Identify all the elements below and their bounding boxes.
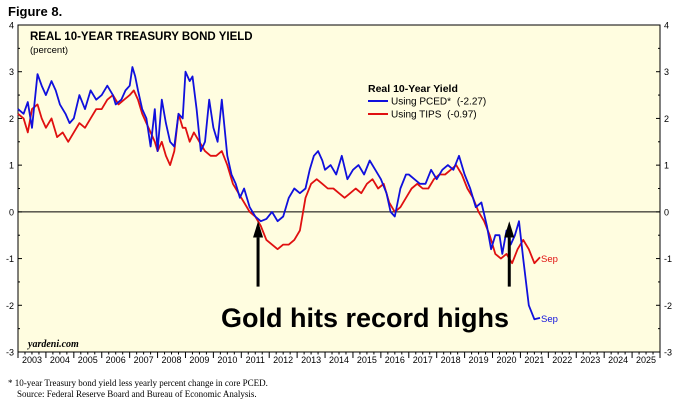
y-tick-label-right: 1 xyxy=(664,161,669,171)
x-tick-label: 2011 xyxy=(246,355,265,365)
x-axis: 2003 2004 2005 2006 2007 2008 2009 2010 2011 2012… xyxy=(17,352,661,365)
annotation-arrows xyxy=(253,221,515,287)
y-tick-label-right: -3 xyxy=(664,348,672,358)
legend-label-pced: Using PCED* xyxy=(391,97,451,108)
annotation-text: Gold hits record highs xyxy=(221,303,509,333)
x-tick-label: 2006 xyxy=(106,355,126,365)
x-tick-label: 2005 xyxy=(78,355,98,365)
y-tick-label-right: -1 xyxy=(664,254,672,264)
y-axis-left: -3 -2 -1 0 1 2 3 4 xyxy=(6,21,22,358)
x-tick-label: 2007 xyxy=(134,355,154,365)
legend: Real 10-Year Yield Using PCED* (-2.27) U… xyxy=(368,83,486,121)
watermark: yardeni.com xyxy=(27,339,79,350)
y-tick-label-right: 2 xyxy=(664,114,669,124)
y-tick-label-right: -2 xyxy=(664,301,672,311)
y-tick-label-left: 2 xyxy=(9,114,14,124)
x-tick-label: 2024 xyxy=(608,355,628,365)
chart: -3 -2 -1 0 1 2 3 4 -3 -2 -1 0 1 2 3 4 2003 2004 2005 2006… xyxy=(6,21,672,366)
x-tick-label: 2018 xyxy=(441,355,461,365)
legend-label-tips: Using TIPS xyxy=(391,110,442,121)
series-lines xyxy=(17,66,541,321)
end-label-tips: Sep xyxy=(541,254,558,265)
legend-value-tips: (-0.97) xyxy=(447,110,476,121)
x-tick-label: 2022 xyxy=(552,355,572,365)
y-tick-label-left: -1 xyxy=(6,254,14,264)
y-tick-label-right: 0 xyxy=(664,207,669,217)
y-tick-label-left: -3 xyxy=(6,348,14,358)
footnote-line-1: * 10-year Treasury bond yield less yearl… xyxy=(8,378,268,388)
y-tick-label-right: 3 xyxy=(664,67,669,77)
x-tick-label: 2021 xyxy=(524,355,544,365)
chart-subtitle: (percent) xyxy=(30,45,68,56)
x-tick-label: 2025 xyxy=(636,355,656,365)
y-tick-label-left: 1 xyxy=(9,161,14,171)
svg-text:Using PCED* (-2.27): Using PCED* (-2.27) xyxy=(391,97,486,108)
series-line-tips xyxy=(17,89,541,265)
x-tick-label: 2017 xyxy=(413,355,433,365)
x-tick-label: 2009 xyxy=(189,355,209,365)
x-tick-label: 2023 xyxy=(580,355,600,365)
legend-value-pced: (-2.27) xyxy=(457,97,486,108)
annotation-arrow-head xyxy=(504,221,515,238)
x-tick-label: 2014 xyxy=(329,355,349,365)
annotation-arrow-head xyxy=(253,221,264,238)
end-label-pced: Sep xyxy=(541,314,558,325)
footnote: * 10-year Treasury bond yield less yearl… xyxy=(8,378,268,400)
figure-label: Figure 8. xyxy=(8,4,63,19)
series-line-pced xyxy=(17,66,541,321)
svg-text:Using TIPS (-0.97): Using TIPS (-0.97) xyxy=(391,110,477,121)
footnote-line-2: Source: Federal Reserve Board and Bureau… xyxy=(17,389,257,399)
x-tick-label: 2008 xyxy=(162,355,182,365)
x-tick-label: 2013 xyxy=(301,355,321,365)
x-tick-label: 2003 xyxy=(22,355,42,365)
x-tick-label: 2019 xyxy=(469,355,489,365)
chart-title: REAL 10-YEAR TREASURY BOND YIELD xyxy=(30,31,253,43)
y-tick-label-left: -2 xyxy=(6,301,14,311)
x-tick-label: 2004 xyxy=(50,355,70,365)
y-tick-label-right: 4 xyxy=(664,21,669,31)
legend-title: Real 10-Year Yield xyxy=(368,83,458,95)
x-tick-label: 2020 xyxy=(496,355,516,365)
y-tick-label-left: 4 xyxy=(9,21,14,31)
y-tick-label-left: 0 xyxy=(9,207,14,217)
y-tick-label-left: 3 xyxy=(9,67,14,77)
x-tick-label: 2015 xyxy=(357,355,377,365)
x-tick-label: 2012 xyxy=(273,355,293,365)
x-tick-label: 2010 xyxy=(217,355,237,365)
x-tick-label: 2016 xyxy=(385,355,405,365)
y-axis-right: -3 -2 -1 0 1 2 3 4 xyxy=(656,21,672,358)
